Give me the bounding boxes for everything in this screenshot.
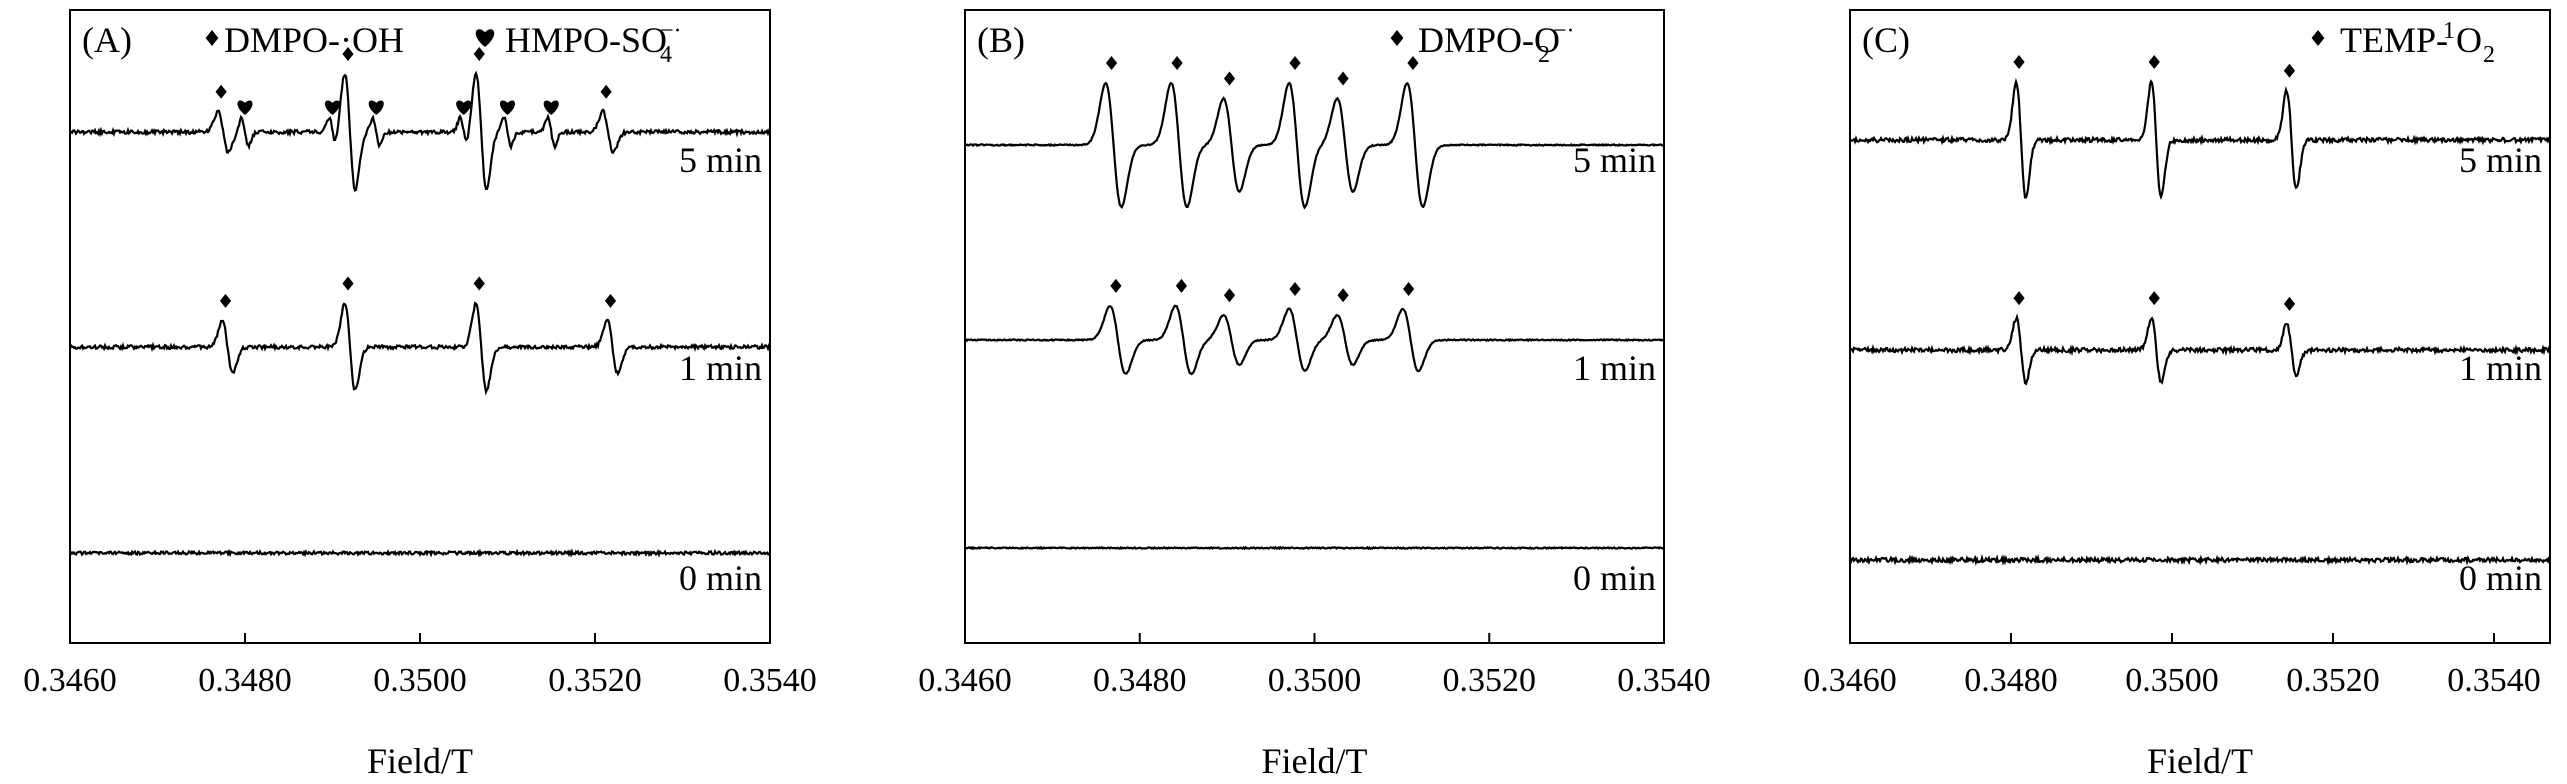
- chart-panel-a: 0.3460 0.3480 0.3500 0.3520 0.3540 Field/T (A)…: [23, 9, 817, 781]
- heart-marker: [237, 100, 253, 115]
- x-tick-label: 0.3460: [918, 662, 1012, 699]
- diamond-marker: [1407, 56, 1419, 70]
- x-tick-label: 0.3460: [23, 662, 117, 699]
- x-tick-label: 0.3480: [1093, 662, 1187, 699]
- diamond-marker: [342, 47, 354, 61]
- x-tick-label: 0.3500: [373, 662, 467, 699]
- diamond-marker: [2283, 63, 2296, 78]
- diamond-marker: [1289, 56, 1301, 70]
- heart-marker: [456, 100, 472, 115]
- x-tick-label: 0.3520: [2286, 662, 2380, 699]
- legend-superscript: 1: [2443, 18, 2455, 44]
- diamond-marker: [1223, 288, 1236, 303]
- series-line-5-min: [964, 81, 1665, 210]
- x-tick-label: 0.3540: [1617, 662, 1711, 699]
- heart-marker: [324, 100, 341, 115]
- diamond-marker: [600, 84, 612, 99]
- chart-panel-c: 0.3460 0.3480 0.3500 0.3520 0.3540 Field/T (C)…: [1803, 9, 2552, 781]
- diamond-marker: [342, 276, 354, 291]
- diamond-marker: [1337, 288, 1349, 303]
- legend-subscript: 4: [660, 42, 672, 68]
- x-tick-label: 0.3480: [1964, 662, 2058, 699]
- diamond-marker: [1175, 278, 1188, 293]
- series-label: 0 min: [679, 558, 762, 598]
- series-line-5-min: [1849, 77, 2552, 201]
- series-line-5-min: [69, 70, 771, 192]
- legend-label: TEMP-: [2340, 20, 2448, 60]
- legend-subscript: 2: [1538, 42, 1550, 68]
- diamond-marker: [2283, 296, 2296, 311]
- legend-subscript: 2: [2483, 42, 2495, 68]
- series-line-0-min: [1848, 553, 2551, 567]
- legend-label: HMPO-SO: [505, 20, 667, 60]
- series-label: 1 min: [1573, 348, 1656, 388]
- diamond-marker: [219, 293, 232, 308]
- diamond-marker: [2148, 291, 2160, 306]
- series-line-0-min: [69, 548, 772, 558]
- diamond-marker: [473, 47, 485, 61]
- x-axis-label: Field/T: [367, 741, 473, 781]
- diamond-marker: [2311, 30, 2325, 46]
- heart-marker: [543, 100, 559, 115]
- series-label: 5 min: [1573, 140, 1656, 180]
- x-tick-label: 0.3500: [2125, 662, 2219, 699]
- diamond-marker: [205, 30, 219, 46]
- plot-frame: [69, 9, 771, 644]
- heart-marker: [475, 29, 495, 47]
- diamond-marker: [473, 276, 485, 291]
- x-tick-label: 0.3520: [548, 662, 642, 699]
- panel-label: (C): [1862, 20, 1910, 60]
- series-label: 0 min: [2459, 558, 2542, 598]
- legend-label: DMPO-O: [1418, 20, 1560, 60]
- x-tick-label: 0.3500: [1268, 662, 1362, 699]
- legend-label: O: [2456, 20, 2482, 60]
- heart-marker: [368, 100, 384, 115]
- chart-panel-b: 0.3460 0.3480 0.3500 0.3520 0.3540 Field/T (B)…: [918, 9, 1711, 781]
- plot-frame: [1849, 9, 2551, 644]
- x-tick-label: 0.3540: [723, 662, 817, 699]
- diamond-marker: [1105, 56, 1118, 70]
- series-label: 1 min: [2459, 348, 2542, 388]
- legend-superscript: −·: [660, 18, 682, 44]
- diamond-marker: [1390, 30, 1404, 46]
- diamond-marker: [1337, 71, 1349, 86]
- heart-marker: [499, 100, 516, 115]
- diamond-marker: [1223, 71, 1236, 86]
- legend-superscript: −·: [1553, 18, 1575, 44]
- diamond-marker: [1110, 278, 1122, 293]
- series-line-1-min: [69, 301, 772, 396]
- diamond-marker: [2148, 55, 2160, 69]
- diamond-marker: [1171, 56, 1183, 70]
- x-axis-label: Field/T: [2147, 741, 2253, 781]
- x-axis-label: Field/T: [1262, 741, 1368, 781]
- series-line-1-min: [1849, 313, 2552, 386]
- panel-label: (A): [82, 20, 132, 60]
- panel-label: (B): [977, 20, 1025, 60]
- x-tick-label: 0.3540: [2447, 662, 2541, 699]
- x-tick-label: 0.3480: [198, 662, 292, 699]
- diamond-marker: [1289, 282, 1301, 296]
- series-label: 5 min: [679, 140, 762, 180]
- diamond-marker: [1403, 282, 1415, 296]
- series-label: 0 min: [1573, 558, 1656, 598]
- x-tick-label: 0.3460: [1803, 662, 1897, 699]
- diamond-marker: [604, 293, 617, 308]
- series-label: 5 min: [2459, 140, 2542, 180]
- series-line-0-min: [964, 545, 1665, 551]
- diamond-marker: [2013, 291, 2025, 306]
- series-line-1-min: [964, 304, 1665, 376]
- diamond-marker: [2013, 55, 2025, 69]
- legend-label: DMPO-·OH: [224, 20, 404, 60]
- diamond-marker: [215, 84, 227, 99]
- x-tick-label: 0.3520: [1443, 662, 1537, 699]
- series-label: 1 min: [679, 348, 762, 388]
